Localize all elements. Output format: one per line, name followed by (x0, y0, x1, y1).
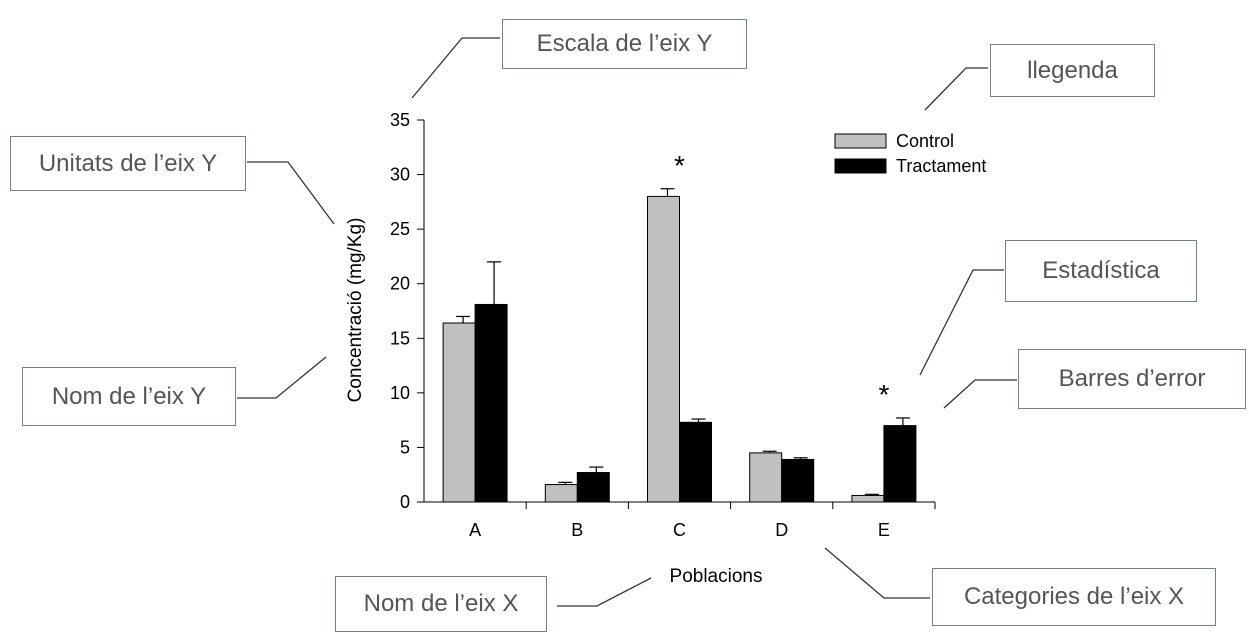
y-tick-label: 20 (390, 274, 410, 294)
chart-ticks: 0 5 10 15 20 25 30 35 A B C D E (390, 110, 936, 540)
callout-x-categories: Categories de l’eix X (932, 568, 1216, 626)
leader-statistics (919, 269, 1004, 376)
bar-tractament-d (781, 458, 815, 503)
significance-star-e: * (878, 379, 889, 410)
y-tick-label: 0 (400, 492, 410, 512)
legend-label-tractament: Tractament (896, 156, 986, 176)
leader-y-name (237, 356, 327, 399)
legend-swatch-control (834, 133, 887, 149)
x-tick-label: B (571, 520, 583, 540)
chart-legend: Control Tractament (834, 131, 986, 176)
chart-error-bars (456, 188, 910, 496)
leader-y-units (247, 161, 335, 225)
chart-bars: ** (442, 150, 917, 503)
callout-y-units: Unitats de l’eix Y (10, 136, 246, 191)
bar-control-a (442, 322, 476, 503)
bar-tractament-a (474, 303, 508, 503)
bar-control-b (544, 484, 578, 503)
x-tick-label: D (775, 520, 788, 540)
callout-statistics: Estadística (1005, 240, 1197, 302)
callout-legend: llegenda (990, 44, 1155, 97)
leader-legend (924, 67, 988, 111)
significance-star-c: * (674, 150, 685, 181)
y-tick-label: 15 (390, 328, 410, 348)
bar-tractament-b (576, 472, 610, 503)
callout-error-bars: Barres d’error (1018, 349, 1246, 409)
leader-y-scale (411, 37, 500, 99)
x-axis-label: Poblacions (670, 566, 763, 587)
bar-control-e (851, 494, 885, 503)
callout-x-name: Nom de l’eix X (335, 576, 547, 632)
bar-tractament-e (883, 425, 917, 503)
bar-control-d (749, 452, 783, 503)
legend-label-control: Control (896, 131, 954, 151)
y-axis-label: Concentració (mg/Kg) (345, 218, 366, 403)
leader-error-bars (943, 379, 1017, 409)
x-tick-label: C (673, 520, 686, 540)
x-tick-label: E (878, 520, 890, 540)
y-tick-label: 25 (390, 219, 410, 239)
bar-control-c (647, 195, 680, 503)
callout-y-name: Nom de l’eix Y (22, 367, 236, 426)
callout-y-scale: Escala de l’eix Y (502, 19, 747, 69)
bar-tractament-c (679, 421, 712, 503)
legend-swatch-tractament (834, 158, 887, 174)
y-tick-label: 5 (400, 437, 410, 457)
leader-lines (237, 37, 1017, 607)
y-tick-label: 35 (390, 110, 410, 130)
leader-x-categories (824, 547, 930, 599)
leader-x-name (557, 577, 652, 607)
y-tick-label: 30 (390, 165, 410, 185)
x-tick-label: A (469, 520, 481, 540)
y-tick-label: 10 (390, 383, 410, 403)
